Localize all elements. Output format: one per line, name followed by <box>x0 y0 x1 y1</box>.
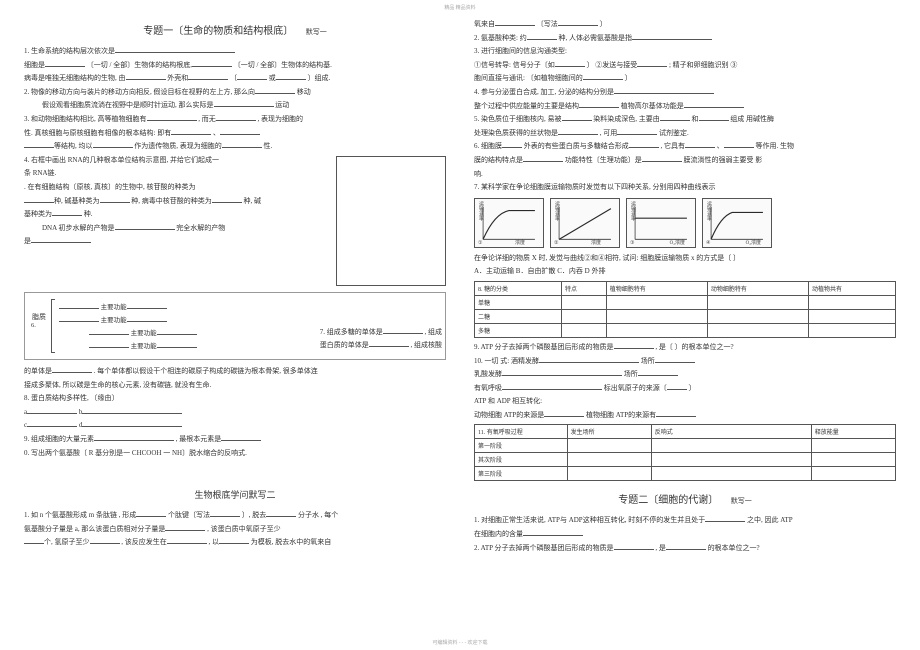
brace-icon <box>51 299 55 353</box>
q10: 0. 写出两个氨基酸〔 R 基分别是一 CHCOOH 一 NH〕脱水缩合的反响式… <box>24 447 446 460</box>
right-column: 氧来自 〔写法 〕 2. 氨基酸种类: 约 种, 人体必需氨基酸是指 3. 进行… <box>474 18 896 636</box>
respiration-table: 11. 有氧呼吸过程 发生场所 反响式 释放能量 第一阶段 其次阶段 第三阶段 <box>474 424 896 481</box>
r11: 膜的结构特点是 功能特性〔生理功能〕是 膜流淌性的强弱主要受 影 <box>474 154 896 167</box>
table-row: 11. 有氧呼吸过程 发生场所 反响式 释放能量 <box>475 425 896 439</box>
l1: 细胞是 〔一切 / 全部〕生物体的结构根底, 〔一切 / 全部〕生物体的结构基. <box>24 59 446 72</box>
r16: 乳酸发酵 场所 <box>474 368 896 381</box>
chart-3: 运输速率 O₂浓度 ③ <box>626 198 696 248</box>
r13: 在争论详细的物质 X 时, 发觉与曲线②和④相符, 试问: 细胞膜运输物质 x … <box>474 252 896 265</box>
r18: ATP 和 ADP 相互转化: <box>474 395 896 408</box>
chart-row: 运输速率 浓度 ① 运输速率 浓度 ② 运输速率 O₂浓度 ③ 运输速率 O₂浓… <box>474 198 896 248</box>
r6: 4. 参与分泌蛋白合成, 加工, 分泌的结构分别是 <box>474 86 896 99</box>
s1: 1. 如 n 个氨基酸形成 m 条肽链 , 形成 个肽键〔写法 〕, 脱去 分子… <box>24 509 446 522</box>
topic1-title: 专题一〔生命的物质和结构根底〕 默写一 <box>24 22 446 37</box>
r1: 氧来自 〔写法 〕 <box>474 18 896 31</box>
rna-drawing-box <box>336 156 446 286</box>
topic2-title: 专题二〔细胞的代谢〕 默写一 <box>474 491 896 506</box>
l9: 接成多聚体, 所以碳是生命的核心元素, 没有碳链, 就没有生命. <box>24 379 446 392</box>
r8: 5. 染色质位于细胞核内, 易被 染料染成深色, 主要由 和 组成 用碱性酶 <box>474 113 896 126</box>
s6: 2. ATP 分子去掉两个磷酸基团后形成的物质是 , 是 的根本单位之一? <box>474 542 896 555</box>
table-row: 8. 糖的分类 特点 植物细胞特有 动物细胞特有 动植物共有 <box>475 281 896 295</box>
watermark: 精品 精品资料 <box>444 4 475 11</box>
chart-1: 运输速率 浓度 ① <box>474 198 544 248</box>
chart-2: 运输速率 浓度 ② <box>550 198 620 248</box>
q8: 8. 蛋白质结构多样性, 〔缘由〕 <box>24 392 446 405</box>
r15: 10. 一切 式: 酒精发酵 场所 <box>474 355 896 368</box>
footer-mark: 可编辑资料 - - - 欢迎下载 <box>433 639 488 646</box>
opts: A．主动运输 B．自由扩散 C．内吞 D 外排 <box>474 265 896 278</box>
r2: 2. 氨基酸种类: 约 种, 人体必需氨基酸是指 <box>474 32 896 45</box>
l2: 病毒是唯独无细胞结构的生物, 由 外壳和 〔 或 〕组成. <box>24 72 446 85</box>
title-sub: 默写一 <box>306 28 327 36</box>
title3-main: 专题二〔细胞的代谢〕 <box>618 495 718 506</box>
title3-sub: 默写一 <box>731 497 752 505</box>
abcd: a b <box>24 406 446 419</box>
r5: 胞间直接与通讯: 〔如植物细胞间的 〕 <box>474 72 896 85</box>
r7: 整个过程中供应能量的主要是结构 植物高尔基体功能是 <box>474 100 896 113</box>
cd: c d <box>24 419 446 432</box>
r12: 7. 某科学家在争论细胞膜运输物质时发觉有以下四种关系, 分别用四种曲线表示 <box>474 181 896 194</box>
table-row: 多糖 <box>475 323 896 337</box>
l4: 性. 真核细胞与原核细胞有相像的根本结构: 即有 、 <box>24 127 446 140</box>
page-container: 专题一〔生命的物质和结构根底〕 默写一 1. 生命系统的结构层次依次是 细胞是 … <box>0 0 920 650</box>
r9: 处理染色质获得的丝状物是 , 可用 试剂鉴定. <box>474 127 896 140</box>
q1: 1. 生命系统的结构层次依次是 <box>24 45 446 58</box>
lipid-corner: 6. <box>31 299 45 353</box>
l8: 的单体是 . 每个单体都以假设干个相连的碳原子构成的碳链为根本骨架, 很多单体连 <box>24 365 446 378</box>
sugar-table: 8. 糖的分类 特点 植物细胞特有 动物细胞特有 动植物共有 单糖 二糖 多糖 <box>474 281 896 338</box>
table-row: 第一阶段 <box>475 439 896 453</box>
s5: 在细胞内的含量 <box>474 528 896 541</box>
r3: 3. 进行细胞间的信息沟通类型: <box>474 45 896 58</box>
l5: 等结构, 均以 作为遗传物质, 表现为细胞的 性. <box>24 140 446 153</box>
r19: 动物细胞 ATP的来源是 植物细胞 ATP的来源有 <box>474 409 896 422</box>
s4: 1. 对细胞正常生活来说, ATP与 ADP这种相互转化, 时刻不停的发生并且处… <box>474 514 896 527</box>
r14: 9. ATP 分子去掉两个磷酸基团后形成的物质是 , 是〔 〕的根本单位之一? <box>474 341 896 354</box>
r17: 有氧呼吸 标出氧原子的来源〔 〕 <box>474 382 896 395</box>
r11d: 响. <box>474 168 896 181</box>
table-row: 二糖 <box>475 309 896 323</box>
s2: 氨基酸分子量是 a, 那么该蛋白质相对分子量是 , 该蛋白质中氧原子至少 <box>24 523 446 536</box>
table-row: 其次阶段 <box>475 453 896 467</box>
l3: 假设观看细胞质流淌在视野中是顺时针运动, 那么实际是 运动 <box>24 99 446 112</box>
left-column: 专题一〔生命的物质和结构根底〕 默写一 1. 生命系统的结构层次依次是 细胞是 … <box>24 18 446 636</box>
r4: ①信号转导: 信号分子〔如 〕 ②发送与接受 ; 精子和卵细胞识别 ③ <box>474 59 896 72</box>
s3: 个, 氢原子至少 , 该反应发生在 , 以 为模板, 脱去水中的氧来自 <box>24 536 446 549</box>
q9: 9. 组成细胞的大量元素 , 最根本元素是 <box>24 433 446 446</box>
table-row: 第三阶段 <box>475 467 896 481</box>
subtitle2: 生物根底学问默写二 <box>24 488 446 501</box>
chart-4: 运输速率 O₂浓度 ④ <box>702 198 772 248</box>
q2: 2. 物像的移动方向与装片的移动方向相反, 假设目标在视野的左上方, 那么向 移… <box>24 86 446 99</box>
table-row: 单糖 <box>475 295 896 309</box>
q3: 3. 和动物细胞结构相比, 高等植物细胞有 , 而无 , 表现为细胞的 <box>24 113 446 126</box>
blank <box>115 46 235 53</box>
r10: 6. 细胞膜 外表的有些蛋白质与多糖结合形成 , 它具有 、 等作用. 生物 <box>474 140 896 153</box>
title-main: 专题一〔生命的物质和结构根底〕 <box>143 26 293 37</box>
